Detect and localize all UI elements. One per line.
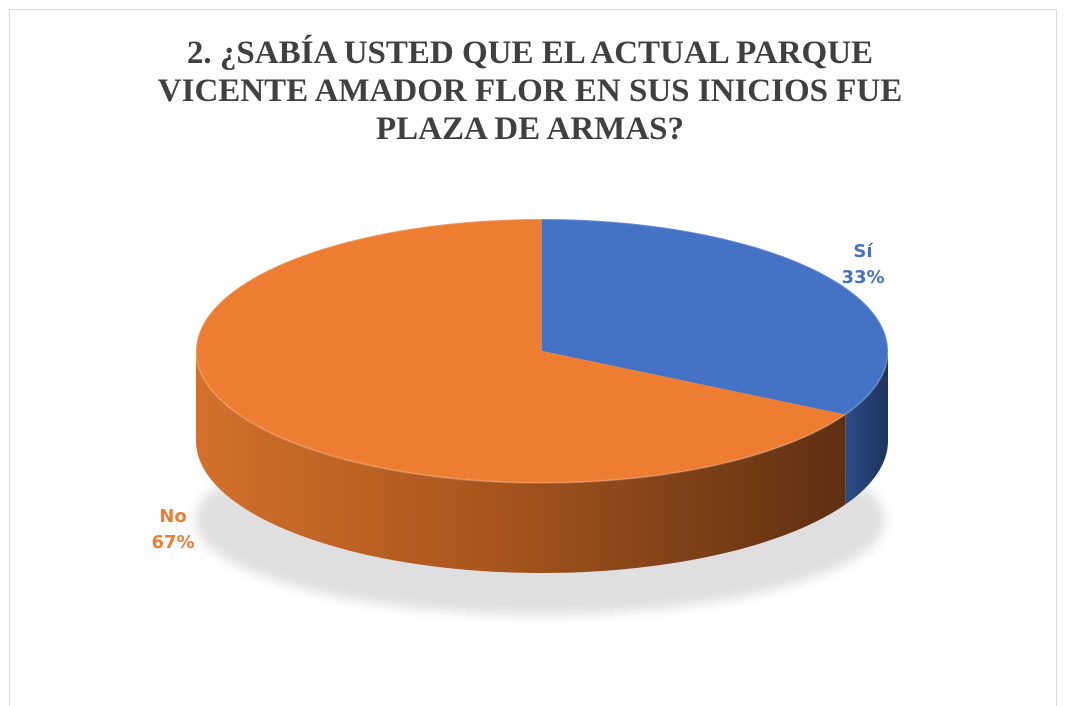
data-label-si-value: 33% [841,267,885,288]
data-label-si: Sí 33% [818,239,908,291]
data-label-si-name: Sí [853,241,873,262]
pie-slice-no [195,219,846,483]
pie-rim-highlight [195,218,889,484]
pie-slice-s [542,219,888,415]
data-label-no-value: 67% [151,532,195,553]
chart-frame [9,9,1057,706]
data-label-no: No 67% [128,504,218,556]
pie-slice-side-no [196,351,846,573]
chart-title: 2. ¿SABÍA USTED QUE EL ACTUAL PARQUE VIC… [157,35,903,147]
pie-slice-side-s [845,351,888,505]
data-label-no-name: No [159,506,187,527]
